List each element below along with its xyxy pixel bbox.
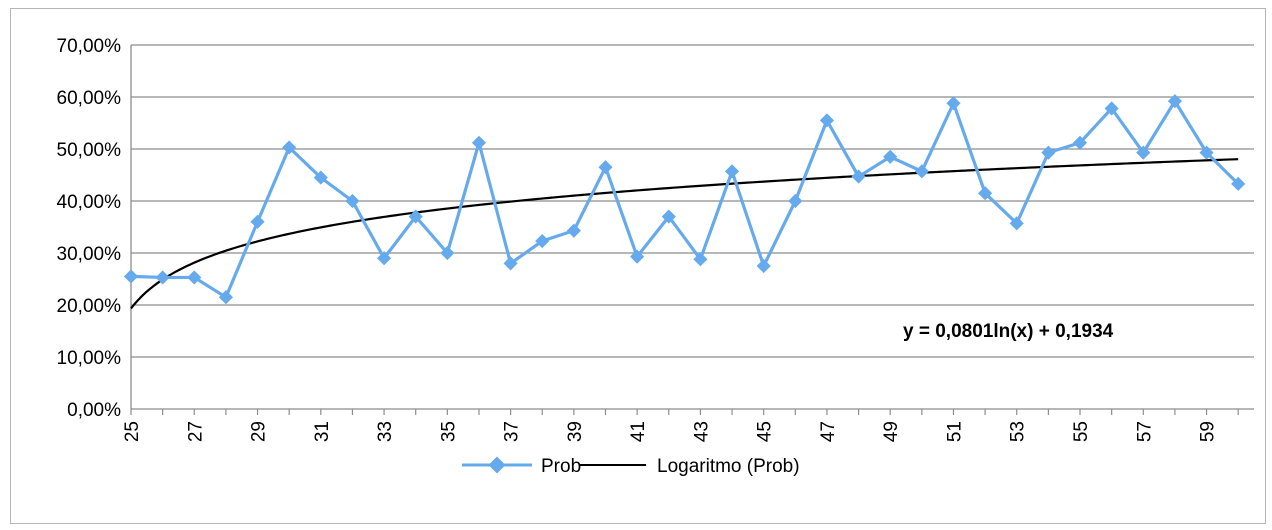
data-point-prob — [535, 233, 550, 249]
x-tick-label: 59 — [1198, 421, 1219, 442]
data-point-prob — [187, 270, 202, 285]
data-point-prob — [1231, 176, 1246, 191]
data-point-prob — [693, 252, 708, 267]
series-prob — [123, 94, 1246, 305]
x-tick-label: 51 — [944, 421, 965, 442]
legend-prob-marker — [488, 456, 506, 474]
x-tick-label: 35 — [438, 421, 459, 442]
y-tick-label: 70,00% — [57, 36, 122, 57]
data-point-prob — [819, 113, 835, 128]
x-tick-label: 31 — [312, 421, 333, 442]
chart-frame — [10, 8, 1266, 524]
x-tick-label: 53 — [1008, 421, 1029, 442]
x-tick-label: 33 — [375, 421, 396, 442]
data-point-prob — [1199, 145, 1214, 160]
x-tick-label: 43 — [691, 421, 712, 442]
legend-prob-label: Prob — [541, 456, 581, 477]
x-tick-label: 25 — [122, 421, 143, 442]
data-point-prob — [1104, 101, 1119, 116]
trendline — [130, 158, 1239, 310]
data-point-prob — [313, 170, 328, 185]
x-tick-label: 41 — [628, 421, 649, 442]
data-point-prob — [630, 249, 645, 264]
legend: Prob Logaritmo (Prob) — [462, 456, 800, 477]
x-tick-label: 57 — [1134, 421, 1155, 442]
data-point-prob — [566, 223, 581, 238]
x-tick-label: 45 — [755, 421, 776, 442]
x-tick-label: 29 — [249, 421, 270, 442]
x-tick-labels: 25 27 29 31 33 35 37 39 41 43 45 47 49 51 53 55 57 59 — [122, 421, 1219, 442]
x-tick-label: 49 — [881, 421, 902, 442]
data-point-prob — [1136, 145, 1151, 160]
data-point-prob — [376, 251, 392, 266]
data-point-prob — [756, 258, 771, 274]
trendline-path — [130, 158, 1239, 310]
data-point-prob — [471, 135, 487, 150]
y-tick-label: 0,00% — [67, 400, 121, 421]
x-tick-label: 27 — [185, 421, 206, 442]
data-point-prob — [978, 186, 993, 201]
data-point-prob — [598, 160, 613, 175]
y-tick-labels: 0,00% 10,00% 20,00% 30,00% 40,00% 50,00% 60,00… — [57, 36, 122, 421]
series-line-prob — [130, 99, 1240, 299]
data-point-prob — [440, 245, 455, 261]
data-point-prob — [1072, 135, 1088, 150]
data-point-prob — [883, 149, 898, 164]
data-point-prob — [408, 209, 423, 224]
y-tick-label: 20,00% — [57, 296, 122, 317]
data-point-prob — [218, 290, 233, 305]
data-point-prob — [661, 209, 676, 224]
x-tick-label: 47 — [818, 421, 839, 442]
data-point-prob — [123, 269, 139, 284]
y-tick-label: 50,00% — [57, 140, 122, 161]
x-tick-label: 55 — [1071, 421, 1092, 442]
data-point-prob — [1167, 94, 1182, 109]
x-tick-label: 37 — [502, 421, 523, 442]
data-point-prob — [724, 164, 740, 179]
legend-trend-label: Logaritmo (Prob) — [657, 456, 800, 477]
data-point-prob — [851, 169, 866, 184]
axes — [130, 45, 1254, 415]
data-point-prob — [1041, 145, 1056, 160]
data-point-prob — [250, 214, 265, 229]
y-tick-label: 10,00% — [57, 348, 122, 369]
y-tick-label: 40,00% — [57, 192, 122, 213]
x-tick-label: 39 — [565, 421, 586, 442]
data-point-prob — [345, 193, 360, 209]
data-point-prob — [946, 96, 961, 111]
data-point-prob — [788, 193, 803, 209]
data-point-prob — [1009, 216, 1024, 231]
gridlines — [131, 44, 1254, 358]
y-tick-label: 60,00% — [57, 88, 122, 109]
data-point-prob — [282, 140, 297, 155]
trendline-equation: y = 0,0801ln(x) + 0,1934 — [903, 321, 1114, 342]
data-point-prob — [914, 164, 929, 179]
y-tick-label: 30,00% — [57, 244, 122, 265]
data-point-prob — [155, 270, 170, 285]
